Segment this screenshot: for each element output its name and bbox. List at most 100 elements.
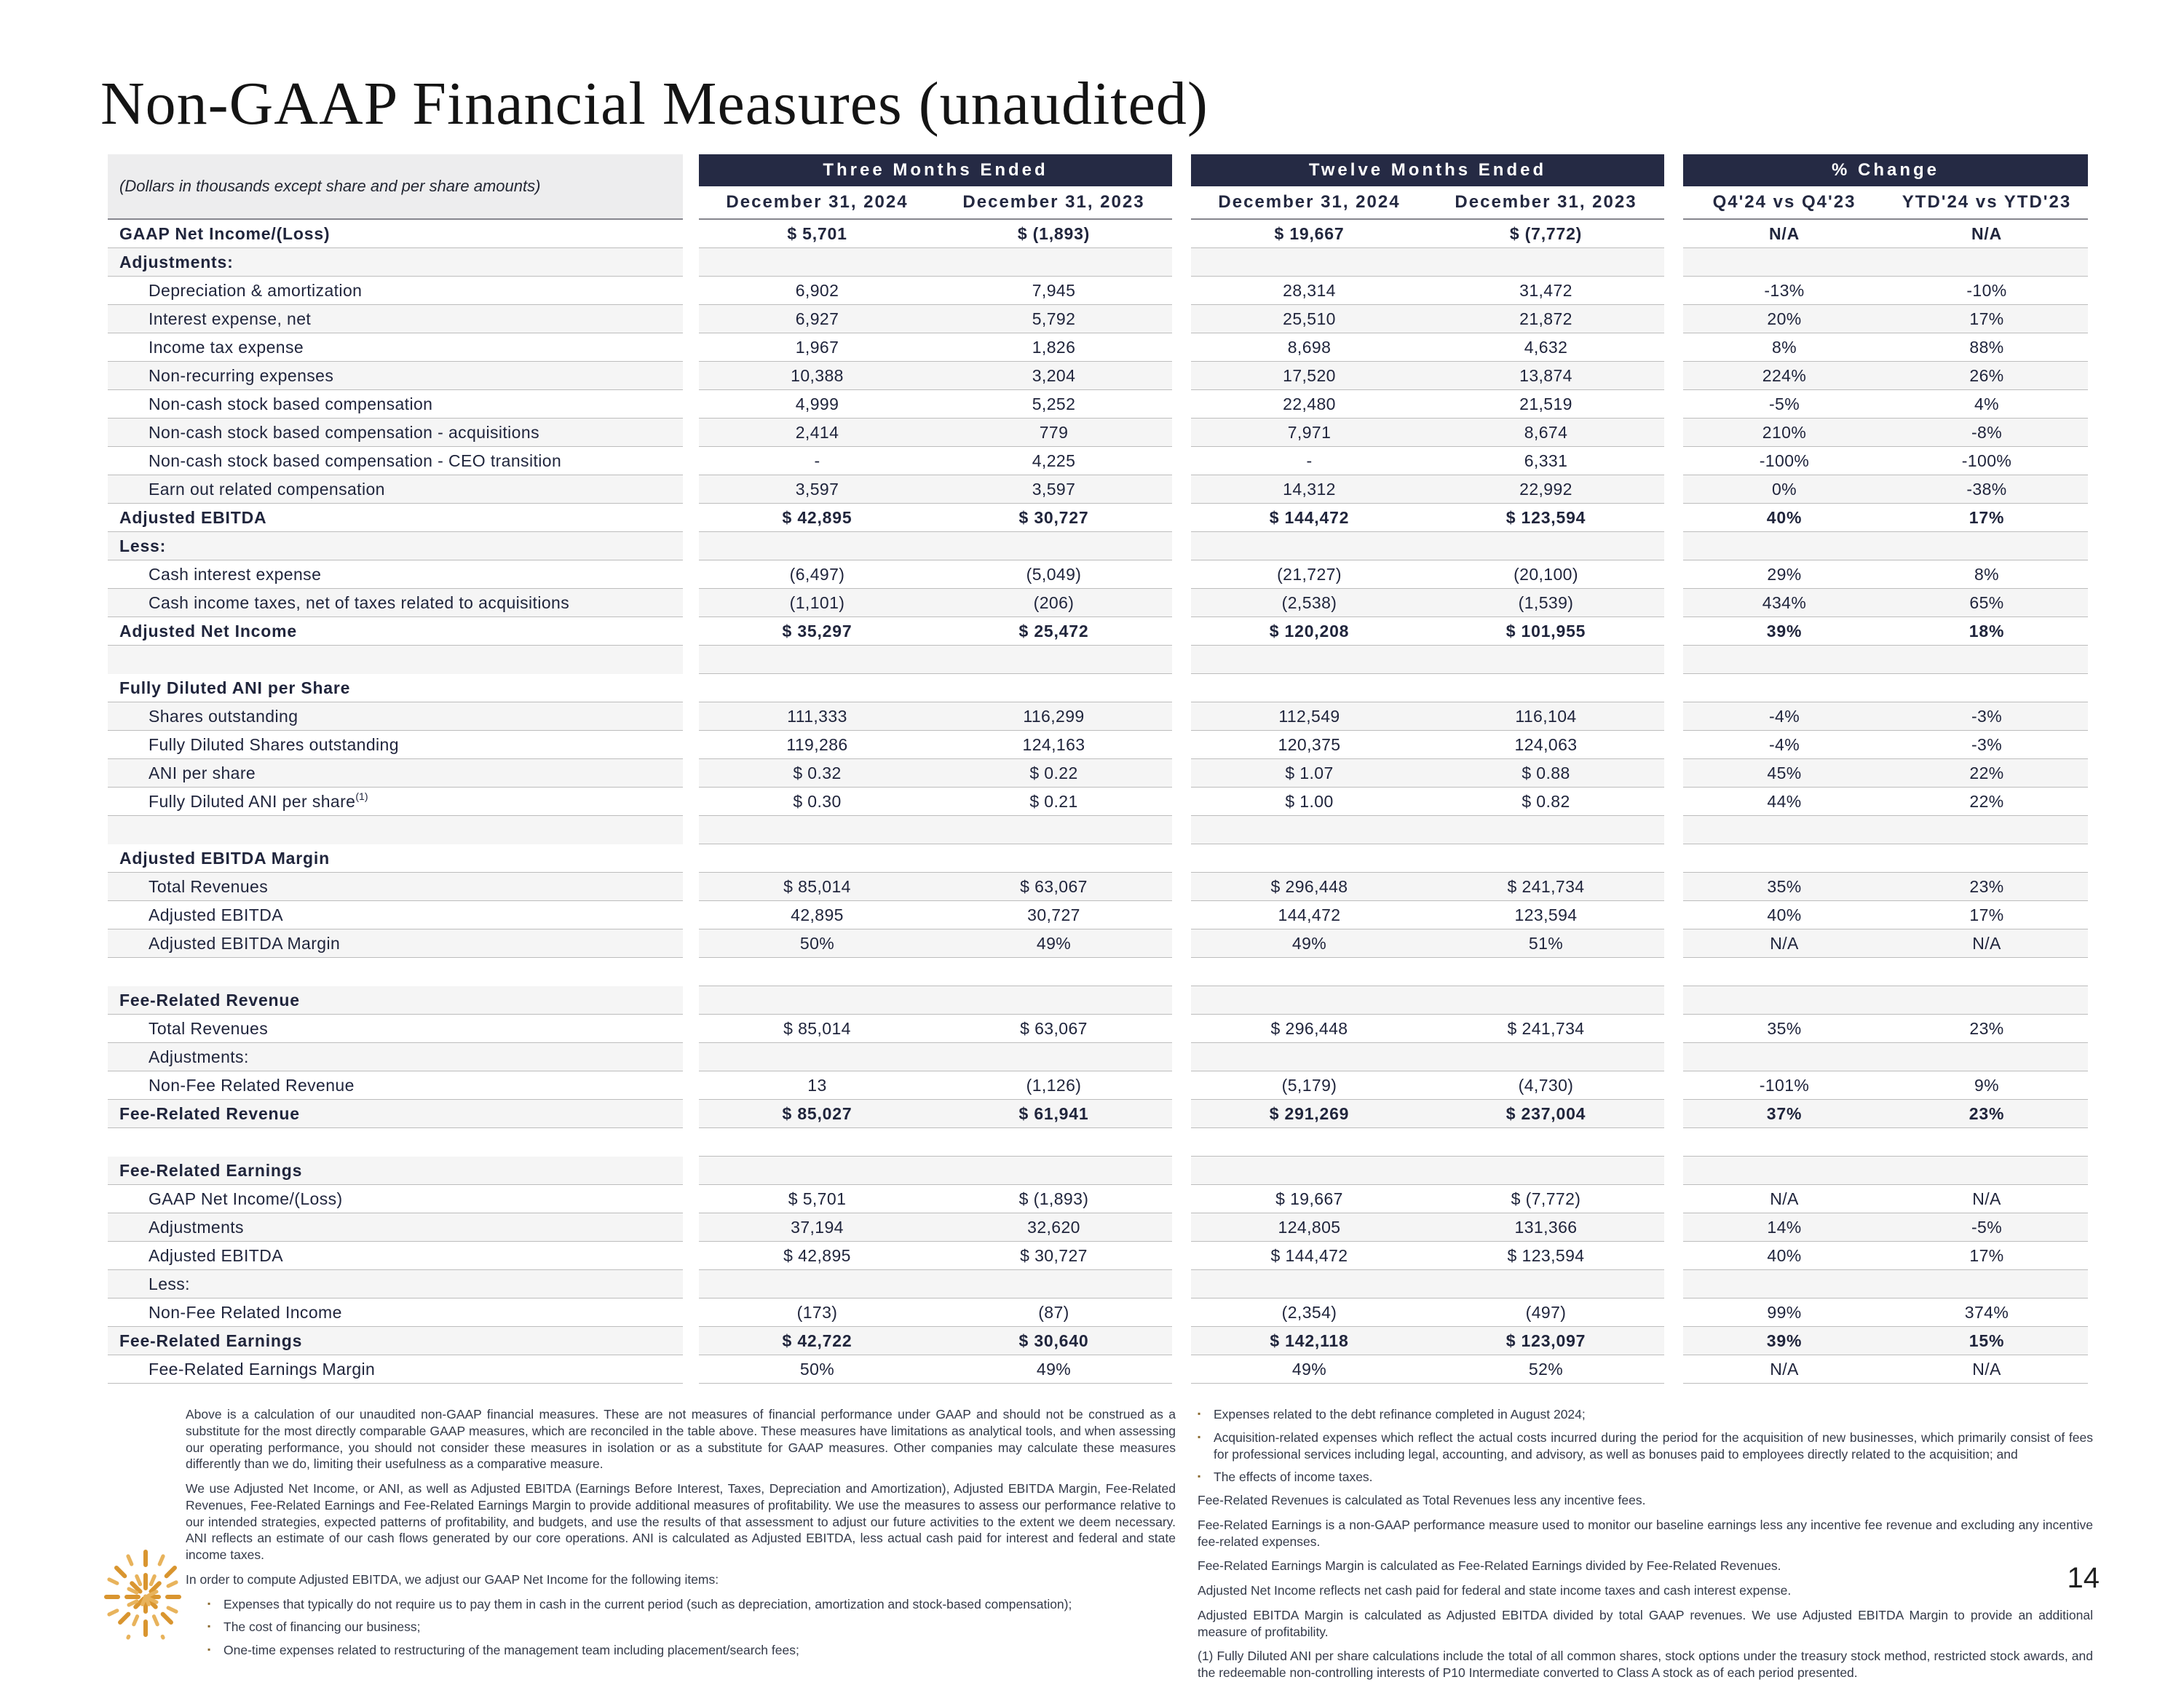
value-cell bbox=[1428, 1270, 1664, 1299]
value-cell: (1,539) bbox=[1428, 589, 1664, 617]
column-gap bbox=[1172, 901, 1191, 929]
column-gap bbox=[1664, 1100, 1683, 1128]
value-cell: 8,698 bbox=[1191, 333, 1428, 362]
value-cell: (497) bbox=[1428, 1299, 1664, 1327]
value-cell: N/A bbox=[1683, 220, 1886, 248]
column-gap bbox=[683, 333, 699, 362]
value-cell: (1,126) bbox=[935, 1071, 1172, 1100]
value-cell: N/A bbox=[1886, 1355, 2088, 1384]
value-cell: 13 bbox=[699, 1071, 935, 1100]
footnote-bullet: ▪ Expenses that typically do not require … bbox=[186, 1596, 1176, 1613]
column-gap bbox=[1664, 759, 1683, 788]
footnote-paragraph: In order to compute Adjusted EBITDA, we … bbox=[186, 1571, 719, 1587]
row-label: Depreciation & amortization bbox=[108, 277, 683, 305]
table-row: Cash income taxes, net of taxes related … bbox=[108, 589, 2088, 617]
column-gap bbox=[1172, 560, 1191, 589]
row-label: Cash interest expense bbox=[108, 560, 683, 589]
column-gap bbox=[683, 759, 699, 788]
value-cell: -13% bbox=[1683, 277, 1886, 305]
column-gap bbox=[1172, 390, 1191, 419]
footnote-paragraph: Fee-Related Earnings Margin is calculate… bbox=[1198, 1558, 1781, 1574]
table-row: Non-cash stock based compensation - CEO … bbox=[108, 447, 2088, 475]
value-cell: $ 63,067 bbox=[935, 873, 1172, 901]
column-gap bbox=[1172, 731, 1191, 759]
value-cell: $ 291,269 bbox=[1191, 1100, 1428, 1128]
row-label: Fully Diluted ANI per Share bbox=[108, 674, 683, 702]
value-cell: $ 237,004 bbox=[1428, 1100, 1664, 1128]
value-cell bbox=[1428, 986, 1664, 1015]
value-cell bbox=[699, 958, 935, 986]
value-cell: $ 30,640 bbox=[935, 1327, 1172, 1355]
value-cell bbox=[1683, 958, 1886, 986]
column-gap bbox=[1664, 333, 1683, 362]
value-cell: 120,375 bbox=[1191, 731, 1428, 759]
column-gap bbox=[1172, 532, 1191, 560]
value-cell: 39% bbox=[1683, 617, 1886, 646]
footnote-bullet: ▪ One-time expenses related to restructur… bbox=[186, 1642, 1176, 1659]
value-cell: $ 19,667 bbox=[1191, 220, 1428, 248]
value-cell bbox=[699, 844, 935, 873]
value-cell bbox=[1886, 986, 2088, 1015]
column-gap bbox=[1172, 475, 1191, 504]
row-label: GAAP Net Income/(Loss) bbox=[108, 1185, 683, 1213]
column-gap bbox=[1172, 1157, 1191, 1185]
column-gap bbox=[683, 475, 699, 504]
row-label bbox=[108, 816, 683, 844]
column-gap bbox=[683, 560, 699, 589]
value-cell: $ 296,448 bbox=[1191, 1015, 1428, 1043]
value-cell: (1,101) bbox=[699, 589, 935, 617]
row-label: Adjustments bbox=[108, 1213, 683, 1242]
row-label: Non-cash stock based compensation bbox=[108, 390, 683, 419]
footnote-bullet: ▪ The effects of income taxes. bbox=[1198, 1469, 2093, 1486]
value-cell: 3,597 bbox=[699, 475, 935, 504]
value-cell: 123,594 bbox=[1428, 901, 1664, 929]
value-cell bbox=[1191, 646, 1428, 674]
table-row: Income tax expense 1,967 1,826 8,698 4,632 8%… bbox=[108, 333, 2088, 362]
value-cell: $ 123,594 bbox=[1428, 504, 1664, 532]
value-cell: N/A bbox=[1683, 1355, 1886, 1384]
table-row: GAAP Net Income/(Loss) $ 5,701 $ (1,893) $ … bbox=[108, 220, 2088, 248]
value-cell bbox=[1886, 1157, 2088, 1185]
value-cell: 42,895 bbox=[699, 901, 935, 929]
column-gap bbox=[683, 617, 699, 646]
row-label: ANI per share bbox=[108, 759, 683, 788]
value-cell bbox=[1683, 1128, 1886, 1157]
row-label: Non-Fee Related Income bbox=[108, 1299, 683, 1327]
column-gap bbox=[683, 1043, 699, 1071]
column-gap bbox=[683, 390, 699, 419]
value-cell: $ 144,472 bbox=[1191, 1242, 1428, 1270]
column-gap bbox=[683, 844, 699, 873]
value-cell bbox=[1191, 248, 1428, 277]
value-cell: $ 63,067 bbox=[935, 1015, 1172, 1043]
table-row: Adjustments: bbox=[108, 1043, 2088, 1071]
footnote-text: Expenses that typically do not require u… bbox=[223, 1596, 1072, 1611]
value-cell: $ 0.21 bbox=[935, 788, 1172, 816]
value-cell bbox=[699, 674, 935, 702]
value-cell: 374% bbox=[1886, 1299, 2088, 1327]
row-label: Fee-Related Earnings Margin bbox=[108, 1355, 683, 1384]
value-cell: 1,826 bbox=[935, 333, 1172, 362]
value-cell: $ 296,448 bbox=[1191, 873, 1428, 901]
column-gap bbox=[1172, 873, 1191, 901]
value-cell bbox=[1683, 844, 1886, 873]
value-cell bbox=[1191, 1128, 1428, 1157]
table-row: Adjusted EBITDA $ 42,895 $ 30,727 $ 144,472… bbox=[108, 504, 2088, 532]
row-label: Adjusted EBITDA bbox=[108, 1242, 683, 1270]
value-cell: $ 0.88 bbox=[1428, 759, 1664, 788]
page-number: 14 bbox=[2067, 1562, 2100, 1594]
value-cell: $ (1,893) bbox=[935, 220, 1172, 248]
value-cell: $ 241,734 bbox=[1428, 1015, 1664, 1043]
column-gap bbox=[1664, 1043, 1683, 1071]
value-cell: 17% bbox=[1886, 504, 2088, 532]
column-gap bbox=[1664, 220, 1683, 248]
column-gap bbox=[1172, 674, 1191, 702]
column-gap bbox=[1664, 1299, 1683, 1327]
footnotes-right-column: ▪ Expenses related to the debt refinance … bbox=[1198, 1406, 2093, 1685]
table-row: Fully Diluted ANI per Share bbox=[108, 674, 2088, 702]
table-row: Non-Fee Related Income (173) (87) (2,354) (4… bbox=[108, 1299, 2088, 1327]
column-gap bbox=[683, 305, 699, 333]
value-cell: -4% bbox=[1683, 702, 1886, 731]
column-header: December 31, 2023 bbox=[1428, 186, 1664, 220]
value-cell: 44% bbox=[1683, 788, 1886, 816]
value-cell: 1,967 bbox=[699, 333, 935, 362]
